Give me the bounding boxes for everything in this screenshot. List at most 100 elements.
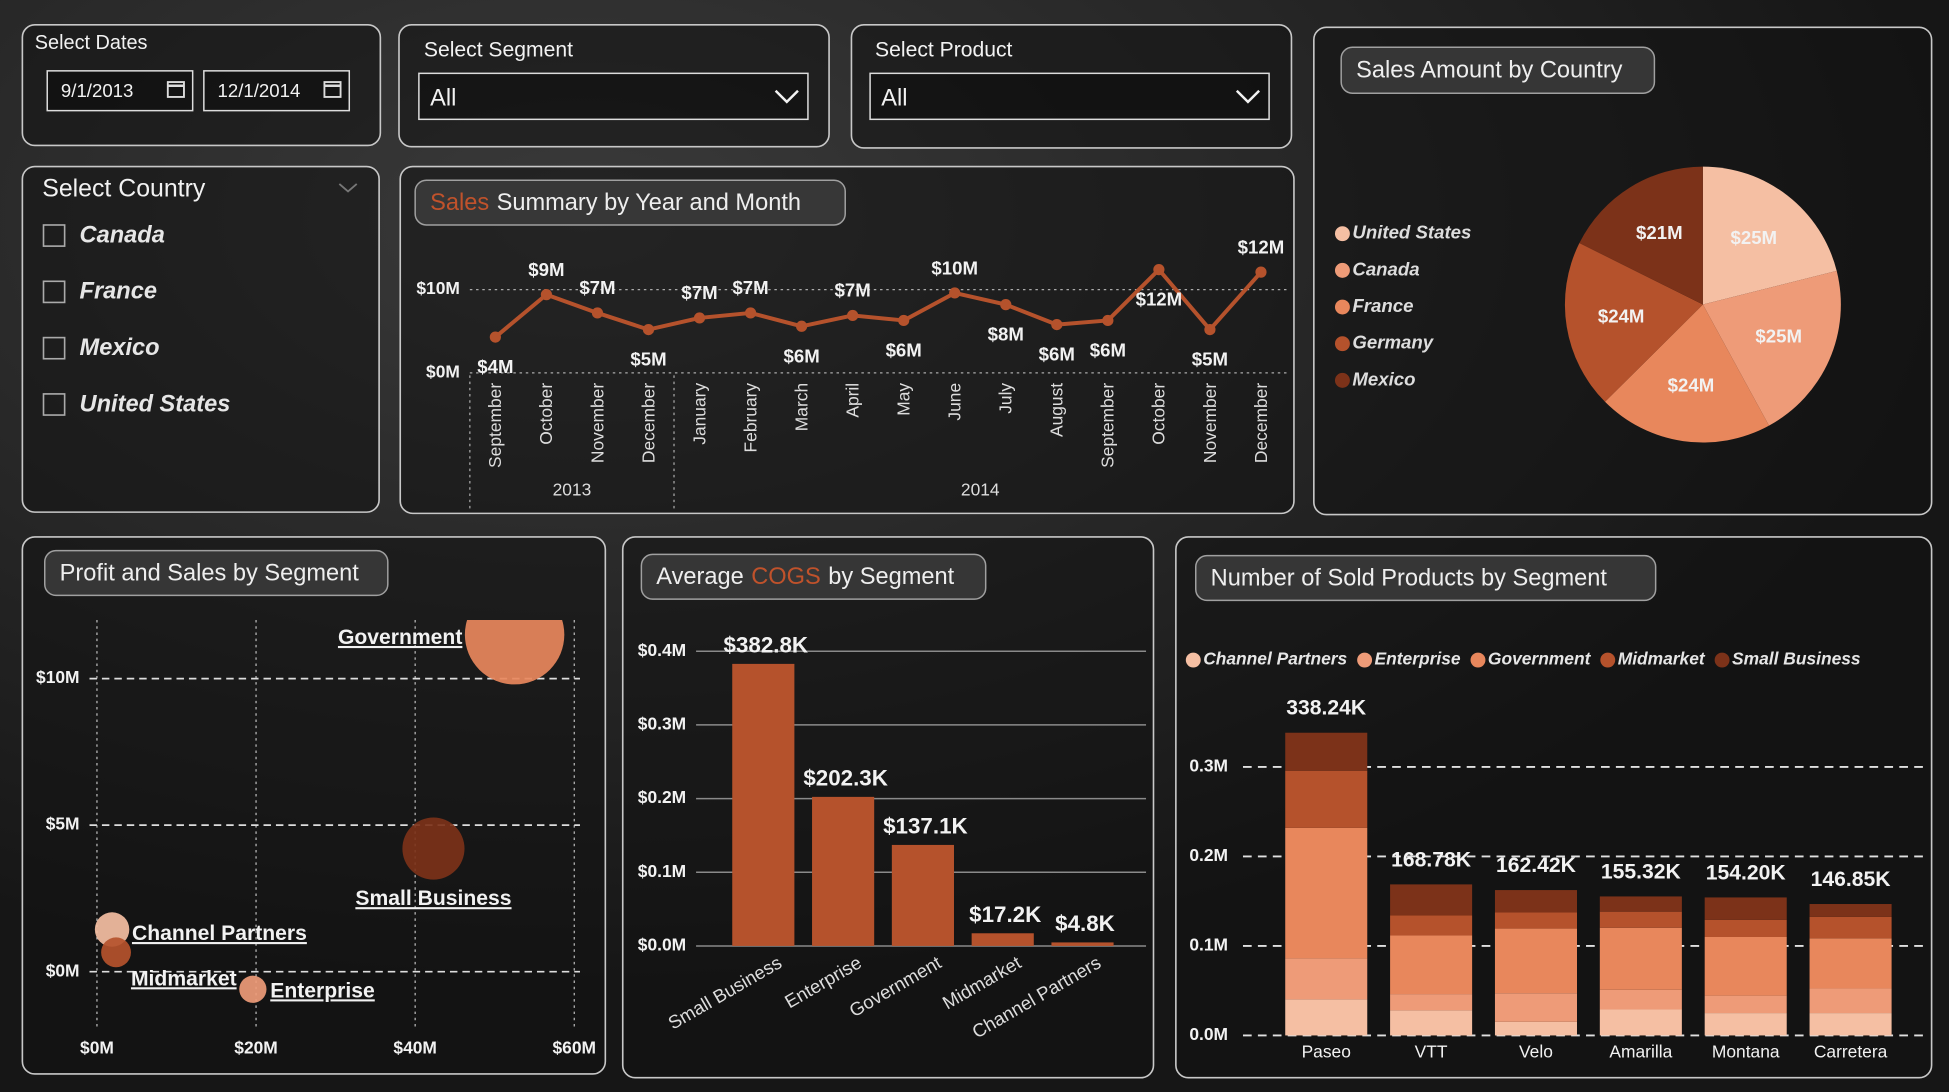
date-value[interactable]: 12/1/2014 <box>218 80 301 101</box>
line-point <box>489 331 501 343</box>
dropdown-chevron <box>774 89 799 104</box>
dropdown-value[interactable]: All <box>430 86 456 112</box>
y-tick-label: 0.0M <box>1189 1024 1228 1044</box>
legend-swatch <box>1334 262 1350 278</box>
x-tick-label: December <box>638 383 658 463</box>
bar-segment <box>1494 1021 1577 1036</box>
bar-segment <box>1285 827 1368 959</box>
y-tick-label: $0M <box>426 362 460 382</box>
bar-segment <box>1704 897 1787 920</box>
line-point <box>1102 314 1114 327</box>
x-tick-label: June <box>945 383 965 421</box>
bar-segment <box>1599 1009 1682 1036</box>
bar <box>812 796 875 946</box>
y-tick-label: $0M <box>46 960 80 980</box>
bar-segment <box>1285 732 1368 771</box>
x-tick-label: Carretera <box>1814 1041 1888 1061</box>
legend-swatch <box>1600 652 1616 668</box>
date-value[interactable]: 9/1/2013 <box>61 80 133 101</box>
legend-label: United States <box>1352 222 1471 243</box>
chart-title: Number of Sold Products by Segment <box>1211 565 1608 591</box>
title-badge <box>1340 46 1656 94</box>
title-badge <box>44 549 389 597</box>
line-point <box>693 312 706 324</box>
data-label: $6M <box>1090 339 1126 360</box>
x-tick-label: April <box>842 383 862 418</box>
x-tick-label: March <box>791 383 811 431</box>
line-point <box>949 287 961 299</box>
legend-label: Channel Partners <box>1203 649 1347 669</box>
filter-label: Select Segment <box>424 39 573 62</box>
chart-title: Sales Summary by Year and Month <box>430 190 801 216</box>
title-badge <box>414 179 846 226</box>
data-label: $25M <box>1730 227 1777 248</box>
x-tick-label: $40M <box>393 1038 437 1058</box>
data-label: $21M <box>1636 222 1683 243</box>
total-label: 162.42K <box>1496 854 1577 877</box>
bar-segment <box>1704 919 1787 937</box>
bar-segment <box>1390 935 1473 995</box>
bar-segment <box>1494 912 1577 929</box>
checkbox-label[interactable]: Canada <box>80 222 165 248</box>
bubble <box>101 937 131 968</box>
data-label: $5M <box>1192 349 1228 370</box>
bar-segment <box>1599 989 1682 1010</box>
data-label: $7M <box>732 277 768 298</box>
checkbox[interactable] <box>42 280 66 304</box>
x-tick-label: August <box>1047 383 1067 437</box>
dropdown-value[interactable]: All <box>881 86 907 112</box>
bar-segment <box>1285 770 1368 828</box>
data-label: $7M <box>681 282 717 303</box>
pie-slice <box>1702 166 1837 305</box>
total-label: 168.78K <box>1391 848 1472 871</box>
bar-segment <box>1809 916 1892 939</box>
filter-label: Select Country <box>42 175 206 203</box>
checkbox-label[interactable]: France <box>80 279 157 305</box>
line-point <box>1051 319 1063 331</box>
bar-segment <box>1285 999 1368 1036</box>
data-label: $4.8K <box>1055 911 1115 936</box>
data-label: $7M <box>835 280 871 301</box>
data-label: $202.3K <box>803 765 888 790</box>
bubble <box>402 817 465 880</box>
y-tick-label: $0.2M <box>638 787 686 807</box>
filter-label: Select Dates <box>35 32 148 54</box>
y-tick-label: 0.3M <box>1189 756 1228 776</box>
checkbox[interactable] <box>42 336 66 360</box>
x-tick-label: May <box>894 383 914 416</box>
point-label: Enterprise <box>270 979 375 1002</box>
line-point <box>898 314 910 327</box>
bar-segment <box>1494 890 1577 913</box>
bar-segment <box>1599 911 1682 928</box>
bar-segment <box>1704 995 1787 1014</box>
data-label: $24M <box>1598 306 1645 327</box>
total-label: 338.24K <box>1286 697 1367 720</box>
checkbox[interactable] <box>42 393 66 416</box>
checkbox-label[interactable]: United States <box>80 391 231 417</box>
bar <box>971 933 1034 946</box>
bar-segment <box>1809 904 1892 917</box>
line-series <box>494 267 1263 339</box>
legend-label: Enterprise <box>1375 649 1461 669</box>
checkbox[interactable] <box>42 224 66 247</box>
total-label: 146.85K <box>1811 868 1892 891</box>
x-tick-label: October <box>536 383 556 445</box>
bar <box>1051 942 1114 946</box>
panel-chevron <box>338 183 358 193</box>
pie-slice <box>1605 304 1770 443</box>
line-point <box>744 307 757 319</box>
y-tick-label: $0.3M <box>638 713 686 733</box>
bar-segment <box>1809 1013 1892 1036</box>
legend-label: Mexico <box>1352 368 1415 389</box>
chart-title: Profit and Sales by Segment <box>60 561 360 587</box>
panel <box>398 24 830 148</box>
dropdown[interactable] <box>418 72 809 121</box>
calendar-icon <box>166 81 185 98</box>
legend-label: Germany <box>1352 332 1434 353</box>
line-point <box>540 289 553 301</box>
y-tick-label: $5M <box>46 814 80 834</box>
checkbox-label[interactable]: Mexico <box>80 335 160 361</box>
title-badge <box>640 553 987 600</box>
dropdown[interactable] <box>869 72 1270 121</box>
